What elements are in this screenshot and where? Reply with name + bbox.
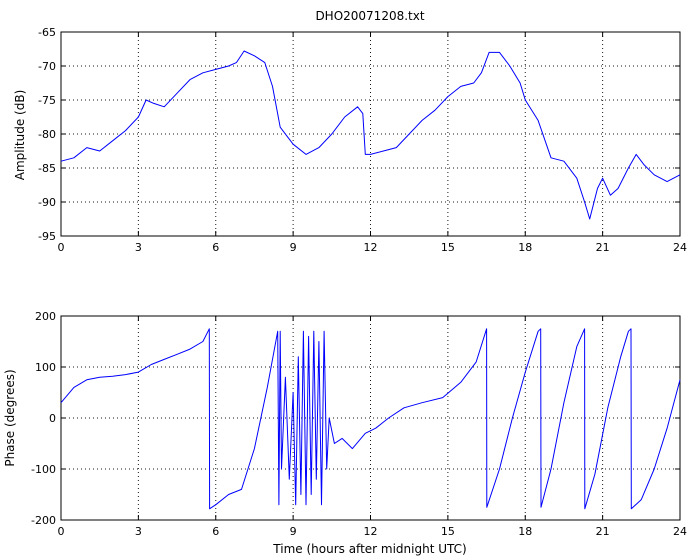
y-tick-label: -200 [31,514,56,527]
y-tick-label: -100 [31,463,56,476]
x-tick-label: 0 [58,525,65,538]
x-tick-label: 15 [441,525,455,538]
y-tick-label: 0 [49,412,56,425]
x-tick-label: 6 [212,525,219,538]
y-tick-label: 100 [35,361,56,374]
y-tick-label: -70 [38,60,56,73]
x-tick-label: 21 [596,525,610,538]
y-tick-label: 200 [35,310,56,323]
x-tick-label: 3 [135,241,142,254]
y-tick-label: -75 [38,94,56,107]
y-tick-label: -95 [38,230,56,243]
x-tick-label: 18 [518,241,532,254]
x-tick-label: 24 [673,241,687,254]
x-tick-label: 18 [518,525,532,538]
y-tick-label: -65 [38,26,56,39]
x-tick-label: 12 [364,241,378,254]
bottom-chart-xlabel: Time (hours after midnight UTC) [272,542,466,556]
y-tick-label: -85 [38,162,56,175]
amplitude-series-line [60,50,681,220]
x-tick-label: 12 [364,525,378,538]
x-tick-label: 9 [290,525,297,538]
y-tick-label: -90 [38,196,56,209]
top-chart-title: DHO20071208.txt [315,9,424,23]
x-tick-label: 15 [441,241,455,254]
phase-series-line [60,328,681,510]
x-tick-label: 3 [135,525,142,538]
x-tick-label: 6 [212,241,219,254]
top-chart-ylabel: Amplitude (dB) [13,90,27,181]
x-tick-label: 21 [596,241,610,254]
x-tick-label: 0 [58,241,65,254]
phase-plot: 0 3 6 9 12 15 18 21 24 -200 -100 0 100 200 [31,310,687,538]
bottom-chart-ylabel: Phase (degrees) [3,369,17,466]
x-tick-label: 9 [290,241,297,254]
amplitude-plot: 0 3 6 9 12 15 18 21 24 -95 -90 -85 -80 -75 -70 -65 [38,26,687,254]
x-tick-label: 24 [673,525,687,538]
y-tick-label: -80 [38,128,56,141]
